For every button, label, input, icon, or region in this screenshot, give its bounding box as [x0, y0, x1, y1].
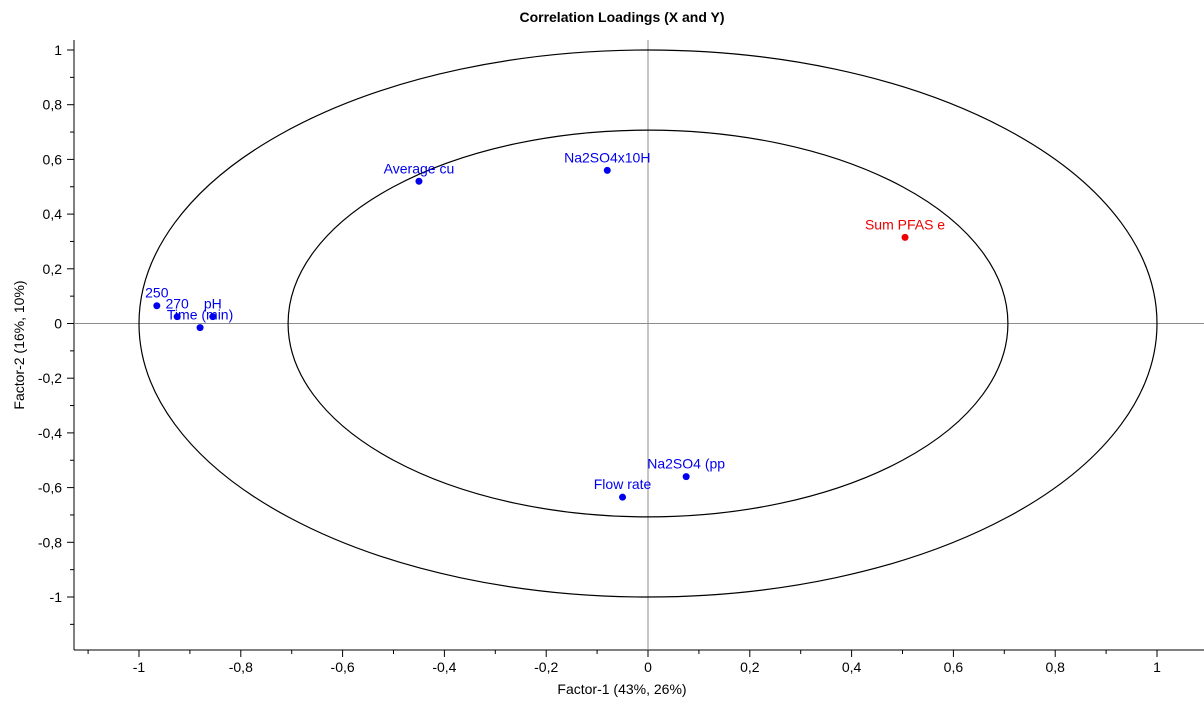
y-tick-label: 0,4 — [43, 206, 63, 222]
data-point — [682, 473, 690, 481]
x-tick-label: 0,4 — [842, 659, 862, 675]
x-tick-label: -0,6 — [331, 659, 355, 675]
data-point — [196, 324, 204, 332]
y-tick-label: -0,6 — [38, 480, 62, 496]
data-point — [901, 233, 909, 241]
y-tick-label: -0,2 — [38, 370, 62, 386]
data-point — [603, 166, 611, 174]
x-tick-label: -0,4 — [432, 659, 456, 675]
x-tick-label: 0,2 — [740, 659, 760, 675]
x-tick-label: -0,2 — [534, 659, 558, 675]
correlation-ellipse-1 — [287, 129, 1009, 518]
data-point — [209, 313, 217, 321]
data-point — [153, 302, 161, 310]
x-tick-label: 0,6 — [944, 659, 964, 675]
y-tick-label: -0,4 — [38, 425, 62, 441]
y-axis-label: Factor-2 (16%, 10%) — [11, 280, 27, 409]
y-tick-label: -0,8 — [38, 534, 62, 550]
x-tick-label: -0,8 — [229, 659, 253, 675]
x-axis-label: Factor-1 (43%, 26%) — [557, 681, 686, 697]
data-point-label: Flow rate — [594, 476, 652, 492]
data-point-label: Sum PFAS e — [865, 216, 945, 232]
x-tick-label: 0 — [644, 659, 652, 675]
y-tick-label: 0,8 — [43, 97, 63, 113]
data-point-label: Na2SO4 (pp — [647, 456, 725, 472]
x-tick-label: -1 — [133, 659, 146, 675]
data-point — [415, 177, 423, 185]
y-tick-label: 0,6 — [43, 151, 63, 167]
correlation-ellipse-2 — [138, 49, 1158, 598]
data-point — [619, 493, 627, 501]
data-point-label: 270 — [165, 296, 189, 312]
y-tick-label: 0,2 — [43, 261, 63, 277]
x-tick-label: 1 — [1153, 659, 1161, 675]
y-tick-label: -1 — [50, 589, 63, 605]
data-point — [173, 313, 181, 321]
data-point-label: pH — [204, 296, 222, 312]
chart-title: Correlation Loadings (X and Y) — [519, 9, 724, 25]
data-point-label: 250 — [145, 285, 169, 301]
y-tick-label: 0 — [54, 316, 62, 332]
x-tick-label: 0,8 — [1045, 659, 1065, 675]
data-point-label: Time (min) — [167, 307, 233, 323]
data-point-label: Average cu — [384, 160, 455, 176]
y-tick-label: 1 — [54, 42, 62, 58]
data-point-label: Na2SO4x10H — [564, 149, 650, 165]
